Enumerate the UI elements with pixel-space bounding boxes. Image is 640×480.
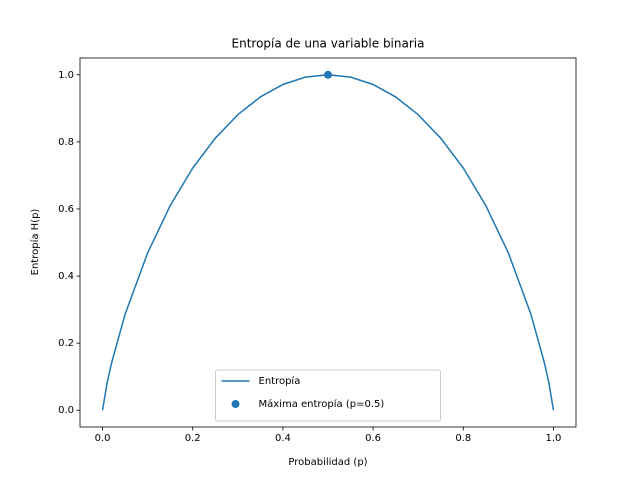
y-tick-label: 0.4	[58, 271, 74, 282]
x-axis-label: Probabilidad (p)	[288, 457, 367, 468]
x-tick-label: 0.2	[185, 433, 201, 444]
y-tick-label: 0.2	[58, 338, 74, 349]
y-axis-label: Entropía H(p)	[29, 209, 41, 276]
legend-label: Entropía	[259, 375, 301, 387]
legend-box	[215, 369, 441, 422]
legend-label: Máxima entropía (p=0.5)	[259, 398, 385, 410]
max-point	[324, 70, 332, 79]
y-tick-label: 0.8	[58, 137, 74, 148]
chart-title: Entropía de una variable binaria	[232, 37, 425, 51]
y-tick-label: 1.0	[58, 70, 74, 81]
legend-marker	[231, 400, 240, 408]
x-tick-label: 1.0	[546, 433, 562, 444]
axes-frame	[79, 57, 577, 428]
y-tick-label: 0.6	[58, 204, 74, 215]
y-tick-label: 0.0	[58, 405, 74, 416]
x-tick-label: 0.6	[365, 433, 381, 444]
x-tick-label: 0.0	[95, 433, 111, 444]
x-tick-label: 0.8	[455, 433, 471, 444]
x-tick-label: 0.4	[275, 433, 291, 444]
